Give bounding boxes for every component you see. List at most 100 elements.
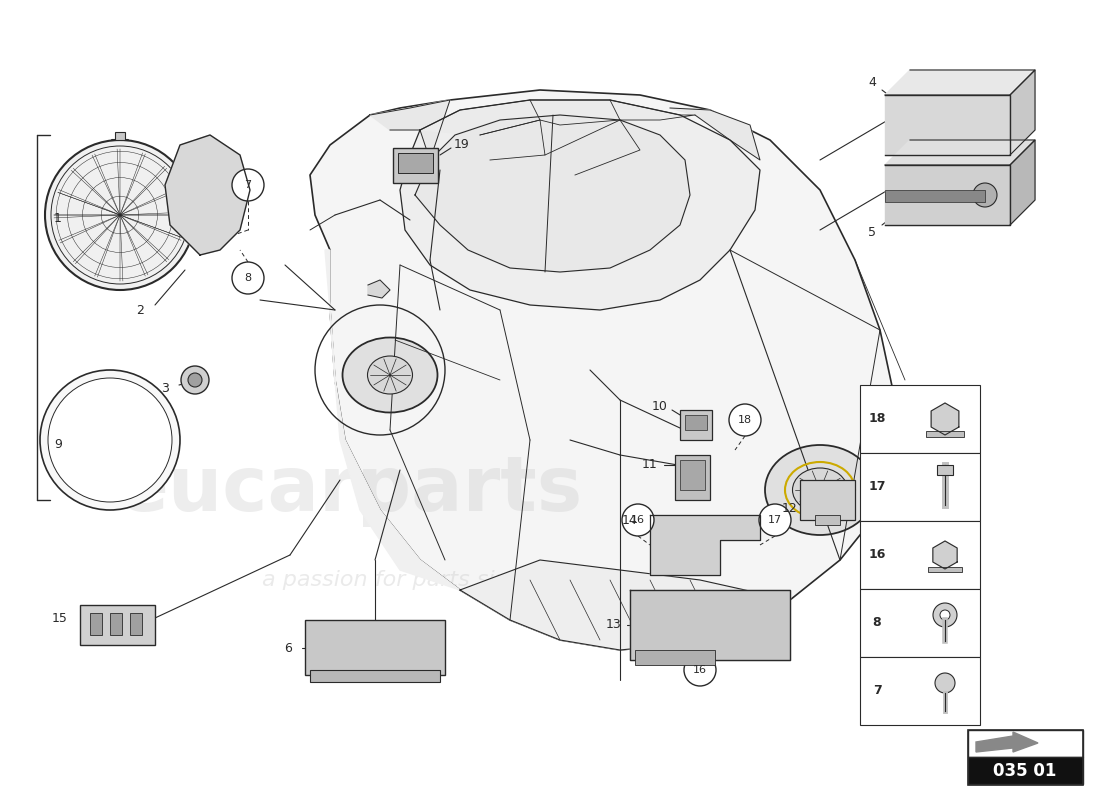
Text: 7: 7 — [244, 180, 252, 190]
Text: 16: 16 — [631, 515, 645, 525]
Polygon shape — [650, 515, 760, 575]
Ellipse shape — [792, 468, 847, 512]
Bar — [860, 657, 980, 725]
Circle shape — [182, 366, 209, 394]
Text: 8: 8 — [244, 273, 252, 283]
Text: 9: 9 — [54, 438, 62, 451]
Polygon shape — [370, 100, 450, 160]
Bar — [886, 190, 984, 202]
Circle shape — [684, 654, 716, 686]
Text: 18: 18 — [738, 415, 752, 425]
Bar — [116, 132, 125, 140]
Polygon shape — [544, 120, 640, 175]
Polygon shape — [415, 115, 690, 272]
Polygon shape — [460, 560, 790, 650]
Bar — [305, 620, 446, 675]
Polygon shape — [324, 250, 460, 590]
Polygon shape — [886, 95, 1010, 155]
Circle shape — [974, 183, 997, 207]
Bar — [860, 385, 980, 453]
Text: 035 01: 035 01 — [993, 762, 1057, 780]
Bar — [90, 613, 102, 635]
Polygon shape — [480, 120, 544, 160]
Text: 19: 19 — [454, 138, 470, 151]
Text: 3: 3 — [161, 382, 169, 394]
Polygon shape — [886, 140, 1035, 165]
Ellipse shape — [342, 338, 438, 413]
Circle shape — [188, 373, 202, 387]
Bar — [635, 650, 715, 665]
Polygon shape — [1010, 140, 1035, 225]
Polygon shape — [630, 590, 790, 660]
Polygon shape — [530, 100, 620, 125]
Text: 5: 5 — [868, 226, 876, 238]
Text: 14: 14 — [623, 514, 638, 526]
Text: 8: 8 — [872, 617, 881, 630]
Circle shape — [45, 140, 195, 290]
Text: 11: 11 — [642, 458, 658, 471]
Bar — [968, 730, 1084, 785]
Text: 7: 7 — [872, 685, 881, 698]
Bar — [800, 480, 855, 520]
Polygon shape — [420, 100, 540, 135]
Text: 6: 6 — [284, 642, 292, 654]
Polygon shape — [310, 90, 905, 650]
Circle shape — [232, 169, 264, 201]
Bar — [937, 465, 953, 475]
Circle shape — [940, 610, 950, 620]
Circle shape — [759, 504, 791, 536]
Text: a passion for parts since 1995: a passion for parts since 1995 — [262, 570, 598, 590]
Text: 16: 16 — [868, 549, 886, 562]
Bar — [675, 455, 710, 500]
Text: 1: 1 — [54, 211, 62, 225]
Circle shape — [939, 549, 952, 561]
Bar — [815, 515, 840, 525]
Bar — [130, 613, 142, 635]
Bar — [80, 605, 155, 645]
Circle shape — [232, 262, 264, 294]
Circle shape — [933, 603, 957, 627]
Bar — [110, 613, 122, 635]
Bar — [860, 453, 980, 521]
Polygon shape — [933, 541, 957, 569]
Circle shape — [938, 412, 952, 426]
Bar — [968, 757, 1084, 784]
Text: 12: 12 — [782, 502, 797, 514]
Bar — [680, 410, 712, 440]
Text: 4: 4 — [868, 75, 876, 89]
Polygon shape — [976, 732, 1038, 752]
Ellipse shape — [764, 445, 875, 535]
Bar — [680, 460, 705, 490]
Polygon shape — [670, 108, 760, 160]
Circle shape — [729, 404, 761, 436]
Polygon shape — [400, 100, 760, 310]
Polygon shape — [368, 280, 390, 298]
Polygon shape — [886, 70, 1035, 95]
Bar — [310, 670, 440, 682]
Circle shape — [48, 378, 172, 502]
Circle shape — [621, 504, 654, 536]
Bar — [926, 431, 964, 437]
Polygon shape — [931, 403, 959, 435]
Polygon shape — [610, 100, 695, 120]
Polygon shape — [165, 135, 250, 255]
Text: 2: 2 — [136, 303, 144, 317]
Text: 17: 17 — [868, 481, 886, 494]
Polygon shape — [886, 165, 1010, 225]
Text: 13: 13 — [606, 618, 621, 631]
Polygon shape — [1010, 70, 1035, 155]
Text: 15: 15 — [52, 611, 68, 625]
Bar — [968, 730, 1084, 757]
Bar — [685, 415, 707, 430]
Bar — [928, 567, 962, 572]
Bar — [398, 153, 433, 173]
Text: eucarparts: eucarparts — [117, 453, 583, 527]
Bar — [860, 521, 980, 589]
Circle shape — [40, 370, 180, 510]
Circle shape — [935, 673, 955, 693]
Text: 10: 10 — [652, 401, 668, 414]
Bar — [393, 148, 438, 183]
Bar — [860, 589, 980, 657]
Ellipse shape — [367, 356, 412, 394]
Text: 17: 17 — [768, 515, 782, 525]
